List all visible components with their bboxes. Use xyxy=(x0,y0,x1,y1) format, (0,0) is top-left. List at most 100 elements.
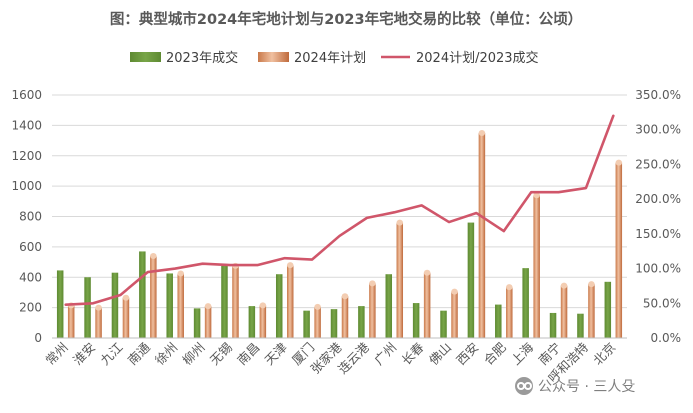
bar-2023-deal xyxy=(358,306,365,338)
x-tick-label: 九江 xyxy=(97,340,125,368)
bar-2024-plan xyxy=(451,291,458,338)
x-tick-label: 佛山 xyxy=(426,340,454,368)
y-axis-left: 0 200 400 600 800 1000 1200 1400 1600 xyxy=(11,88,42,345)
x-tick-label: 北京 xyxy=(590,340,618,368)
bar-2024-plan-cap xyxy=(533,192,540,199)
bar-2023-deal xyxy=(440,310,447,338)
bar-2024-plan xyxy=(423,272,431,338)
bars xyxy=(56,129,623,338)
bar-2024-plan xyxy=(396,222,404,338)
watermark-text: 公众号 · 三人殳 xyxy=(538,379,635,395)
y-left-tick-label: 800 xyxy=(19,210,42,224)
bar-2024-plan-cap xyxy=(615,159,623,166)
bar-2023-deal xyxy=(193,308,201,338)
bar-2023-deal xyxy=(495,304,502,338)
bar-2024-plan-cap xyxy=(423,269,431,276)
bar-2023-deal xyxy=(139,251,146,338)
bar-2023-deal xyxy=(549,312,557,338)
y-left-tick-label: 1200 xyxy=(11,149,42,163)
bar-2024-plan-cap xyxy=(122,294,130,301)
ratio-line xyxy=(64,114,615,306)
bar-2023-deal xyxy=(111,272,119,338)
bar-2024-plan xyxy=(314,306,321,338)
y-right-tick-label: 100.0% xyxy=(635,262,681,276)
x-tick-label: 广州 xyxy=(371,340,399,368)
legend-label-2023-deal: 2023年成交 xyxy=(166,50,238,66)
x-tick-label: 天津 xyxy=(262,340,290,368)
bar-2023-deal xyxy=(303,310,310,338)
y-right-tick-label: 200.0% xyxy=(635,192,681,206)
bar-2024-plan xyxy=(150,255,157,338)
x-tick-label: 淮安 xyxy=(70,340,98,368)
y-right-tick-label: 50.0% xyxy=(643,296,681,310)
y-right-tick-label: 150.0% xyxy=(635,227,681,241)
wechat-official-account-icon xyxy=(515,377,533,395)
bar-2024-plan xyxy=(533,195,540,338)
bar-2024-plan xyxy=(122,297,130,338)
bar-2024-plan-cap xyxy=(451,288,458,295)
x-tick-label: 南昌 xyxy=(234,340,262,368)
bar-2024-plan xyxy=(506,287,513,338)
x-tick-label: 柳州 xyxy=(179,340,207,368)
x-tick-label: 合肥 xyxy=(481,339,510,368)
x-tick-label: 上海 xyxy=(508,339,537,368)
bar-2024-plan xyxy=(177,273,184,338)
legend-swatch-2024-plan xyxy=(258,52,289,62)
gridlines xyxy=(52,94,627,339)
bar-2024-plan xyxy=(588,284,595,338)
bar-2024-plan xyxy=(95,307,102,338)
bar-2023-deal xyxy=(577,313,584,338)
bar-2023-deal xyxy=(604,281,612,338)
bar-2024-plan-cap xyxy=(314,303,321,310)
legend: 2023年成交 2024年计划 2024计划/2023成交 xyxy=(130,50,539,66)
y-right-tick-label: 350.0% xyxy=(635,88,681,102)
bar-2023-deal xyxy=(166,273,173,338)
y-left-tick-label: 1600 xyxy=(11,88,42,102)
bar-2024-plan xyxy=(478,132,486,338)
bar-2024-plan-cap xyxy=(560,282,568,289)
bar-2024-plan-cap xyxy=(177,270,184,277)
legend-label-2024-plan: 2024年计划 xyxy=(294,51,366,66)
bar-2023-deal xyxy=(467,222,475,338)
bar-2024-plan-cap xyxy=(259,302,267,309)
x-tick-label: 西安 xyxy=(453,340,481,368)
bar-2023-deal xyxy=(412,303,420,338)
bar-2024-plan-cap xyxy=(286,262,294,269)
bar-2024-plan-cap xyxy=(95,304,102,311)
y-left-tick-label: 400 xyxy=(19,270,42,284)
bar-2024-plan-cap xyxy=(204,303,212,310)
bar-2023-deal xyxy=(330,309,338,338)
y-right-tick-label: 0.0% xyxy=(651,331,682,345)
x-tick-label: 无锡 xyxy=(207,340,235,368)
x-tick-label: 常州 xyxy=(43,340,71,368)
bar-2024-plan-cap xyxy=(478,129,486,136)
y-axis-right: 0.0% 50.0% 100.0% 150.0% 200.0% 250.0% 300.0% 3… xyxy=(635,88,681,345)
bar-2023-deal xyxy=(248,306,256,338)
bar-2024-plan xyxy=(204,306,212,338)
bar-2023-deal xyxy=(522,268,529,338)
bar-2024-plan xyxy=(615,162,623,338)
watermark: 公众号 · 三人殳 xyxy=(515,377,635,395)
bar-2024-plan xyxy=(560,285,568,338)
ratio-line-group xyxy=(64,114,615,306)
bar-2024-plan xyxy=(369,283,376,338)
bar-2024-plan-cap xyxy=(396,219,404,226)
y-left-tick-label: 600 xyxy=(19,240,42,254)
y-left-tick-label: 1000 xyxy=(11,179,42,193)
y-left-tick-label: 200 xyxy=(19,301,42,315)
y-right-tick-label: 250.0% xyxy=(635,157,681,171)
bar-2023-deal xyxy=(385,274,393,338)
bar-2024-plan xyxy=(67,305,75,338)
legend-swatch-2023-deal xyxy=(130,52,161,62)
bar-2023-deal xyxy=(221,265,228,338)
bar-2024-plan xyxy=(341,296,349,338)
legend-label-ratio: 2024计划/2023成交 xyxy=(416,50,539,66)
bar-2024-plan xyxy=(232,265,239,338)
bar-2023-deal xyxy=(275,274,283,338)
bar-2024-plan-cap xyxy=(341,293,349,300)
bar-2023-deal xyxy=(56,270,64,338)
bar-2023-deal xyxy=(84,277,91,338)
bar-2024-plan-cap xyxy=(506,284,513,291)
